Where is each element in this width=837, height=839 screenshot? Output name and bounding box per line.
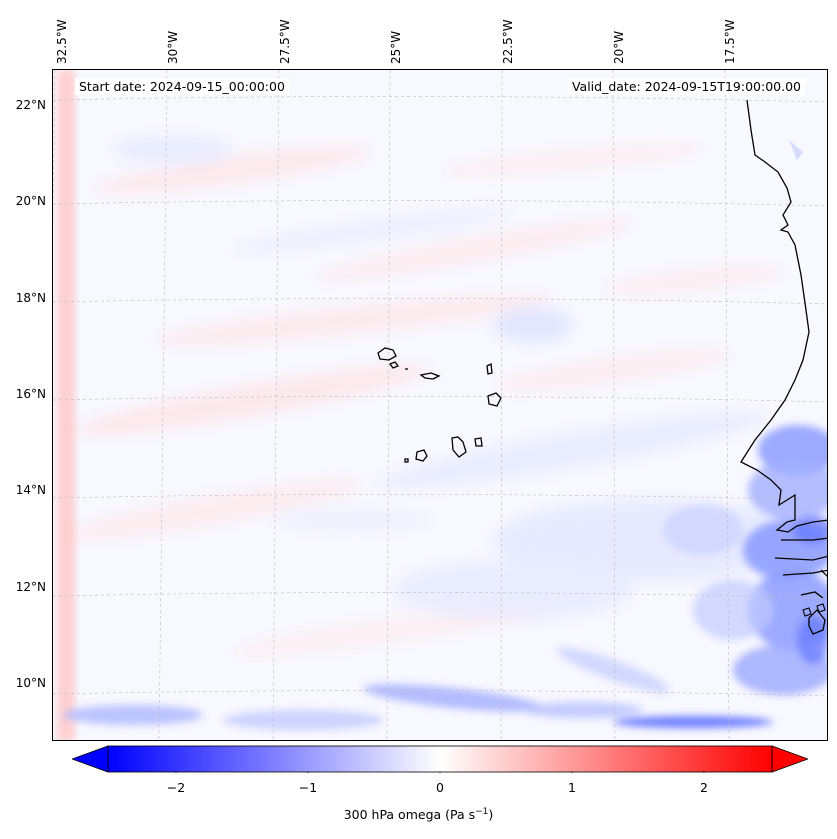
lat-label-14n: 14°N — [15, 483, 46, 497]
lon-label-30w: 30°W — [166, 30, 180, 64]
island-sal — [486, 363, 493, 375]
southern-negative-omega — [63, 647, 773, 730]
lon-label-20w: 20°W — [612, 30, 626, 64]
coastal-vortex — [789, 140, 803, 160]
lat-label-10n: 10°N — [15, 676, 46, 690]
left-edge-band — [57, 70, 75, 740]
lat-label-22n: 22°N — [15, 98, 46, 112]
island-bijagos — [802, 603, 826, 617]
island-fogo — [415, 449, 428, 462]
colorbar-tick-0: 0 — [436, 780, 444, 795]
colorbar-label-exponent: −1 — [475, 807, 489, 817]
africa-coastline — [740, 99, 827, 635]
lon-label-32-5w: 32.5°W — [55, 19, 69, 64]
coastal-negative-omega — [663, 425, 827, 695]
map-field — [53, 70, 827, 740]
island-sao-nicolau — [419, 372, 441, 380]
island-brava — [404, 458, 409, 463]
colorbar-body — [107, 745, 773, 773]
lat-label-16n: 16°N — [15, 387, 46, 401]
colorbar-tick-2: 2 — [700, 780, 708, 795]
lon-label-25w: 25°W — [389, 30, 403, 64]
island-sao-vicente — [388, 361, 400, 369]
colorbar-label-prefix: 300 hPa omega (Pa s — [343, 807, 476, 823]
colorbar-tick-neg1: −1 — [298, 780, 318, 795]
island-santo-antao — [377, 347, 397, 361]
lon-label-22-5w: 22.5°W — [501, 19, 515, 64]
colorbar-svg — [70, 745, 810, 776]
island-maio — [474, 437, 483, 447]
lon-label-17-5w: 17.5°W — [723, 19, 737, 64]
island-santiago — [451, 436, 467, 458]
colorbar-tick-1: 1 — [568, 780, 576, 795]
colorbar-extend-max — [771, 745, 810, 773]
island-boa-vista — [487, 392, 502, 407]
start-date-label: Start date: 2024-09-15_00:00:00 — [75, 78, 289, 95]
colorbar-label-suffix: ) — [488, 807, 494, 823]
lon-label-27-5w: 27.5°W — [278, 19, 292, 64]
omega-field-negative — [113, 136, 813, 620]
valid-date-label: Valid_date: 2024-09-15T19:00:00.00 — [567, 78, 805, 95]
lat-label-18n: 18°N — [15, 291, 46, 305]
colorbar-label: 300 hPa omega (Pa s−1) — [0, 807, 837, 822]
colorbar — [70, 745, 810, 776]
colorbar-tick-neg2: −2 — [166, 780, 186, 795]
cape-verde-islands — [377, 347, 502, 463]
gridlines — [53, 70, 827, 740]
lat-label-12n: 12°N — [15, 580, 46, 594]
lat-label-20n: 20°N — [15, 194, 46, 208]
colorbar-extend-min — [70, 745, 109, 773]
map-panel: Start date: 2024-09-15_00:00:00 Valid_da… — [52, 69, 828, 741]
